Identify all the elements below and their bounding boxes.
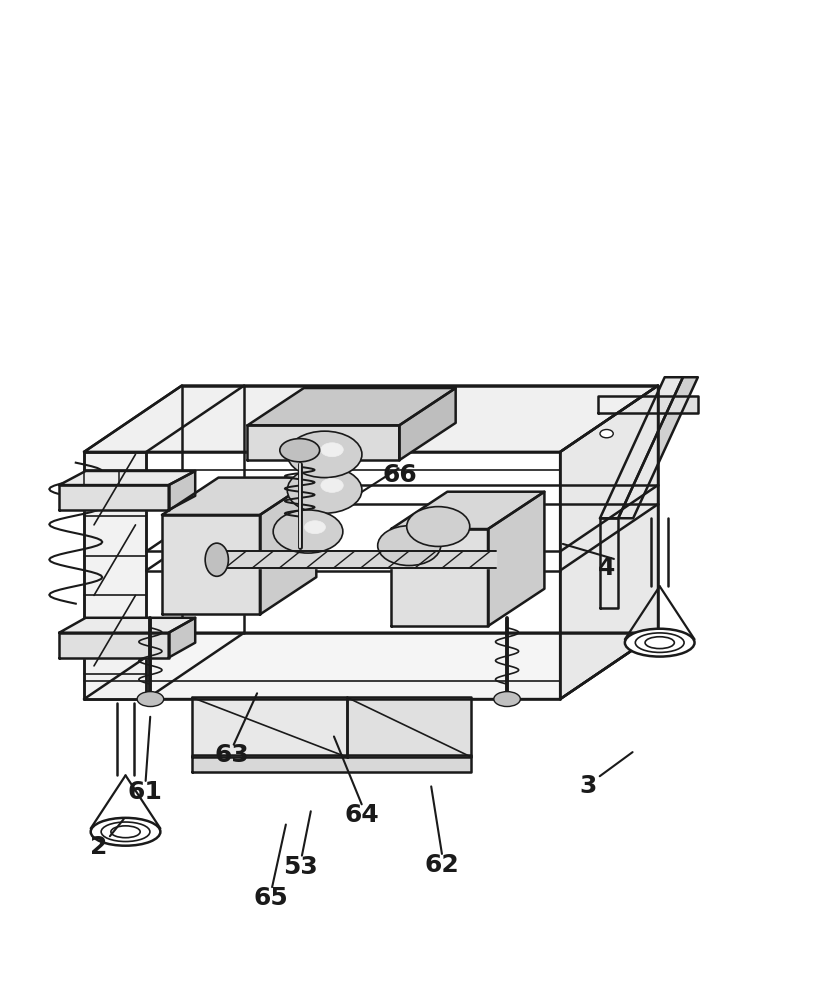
Polygon shape [59, 485, 169, 510]
Polygon shape [162, 478, 316, 515]
Text: 4: 4 [599, 556, 615, 580]
Ellipse shape [321, 443, 343, 457]
Polygon shape [247, 425, 399, 460]
Ellipse shape [377, 526, 441, 566]
Polygon shape [618, 377, 698, 518]
Text: 66: 66 [382, 463, 418, 487]
Polygon shape [391, 492, 544, 529]
Ellipse shape [645, 637, 675, 649]
Text: 65: 65 [253, 886, 288, 910]
Polygon shape [59, 471, 195, 485]
Ellipse shape [407, 507, 470, 546]
Ellipse shape [625, 629, 695, 657]
Ellipse shape [305, 521, 326, 534]
Ellipse shape [111, 826, 140, 838]
Ellipse shape [287, 467, 362, 513]
Polygon shape [192, 755, 472, 772]
Polygon shape [399, 388, 456, 460]
Polygon shape [59, 633, 169, 658]
Polygon shape [488, 492, 544, 626]
Polygon shape [84, 452, 146, 699]
Polygon shape [600, 377, 683, 518]
Ellipse shape [635, 633, 684, 652]
Polygon shape [599, 396, 698, 413]
Ellipse shape [273, 510, 343, 553]
Text: 53: 53 [283, 855, 318, 879]
Ellipse shape [137, 692, 164, 707]
Polygon shape [600, 518, 618, 608]
Ellipse shape [280, 439, 320, 462]
Text: 63: 63 [215, 743, 249, 767]
Ellipse shape [600, 429, 613, 438]
Polygon shape [162, 515, 260, 614]
Ellipse shape [493, 692, 520, 707]
Ellipse shape [91, 818, 160, 846]
Text: 64: 64 [345, 803, 379, 827]
Ellipse shape [287, 431, 362, 478]
Polygon shape [391, 529, 488, 626]
Ellipse shape [205, 543, 229, 576]
Polygon shape [260, 478, 316, 614]
Polygon shape [560, 386, 658, 699]
Text: 3: 3 [579, 774, 597, 798]
Polygon shape [169, 471, 195, 510]
Polygon shape [84, 633, 658, 699]
Polygon shape [247, 388, 456, 425]
Ellipse shape [321, 478, 343, 492]
Text: 2: 2 [90, 835, 107, 859]
Polygon shape [192, 697, 347, 757]
Polygon shape [347, 697, 472, 757]
Polygon shape [169, 618, 195, 658]
Polygon shape [59, 618, 195, 633]
Ellipse shape [101, 822, 150, 842]
Text: 62: 62 [424, 853, 459, 877]
Polygon shape [225, 551, 496, 568]
Polygon shape [84, 386, 658, 452]
Text: 61: 61 [127, 780, 162, 804]
